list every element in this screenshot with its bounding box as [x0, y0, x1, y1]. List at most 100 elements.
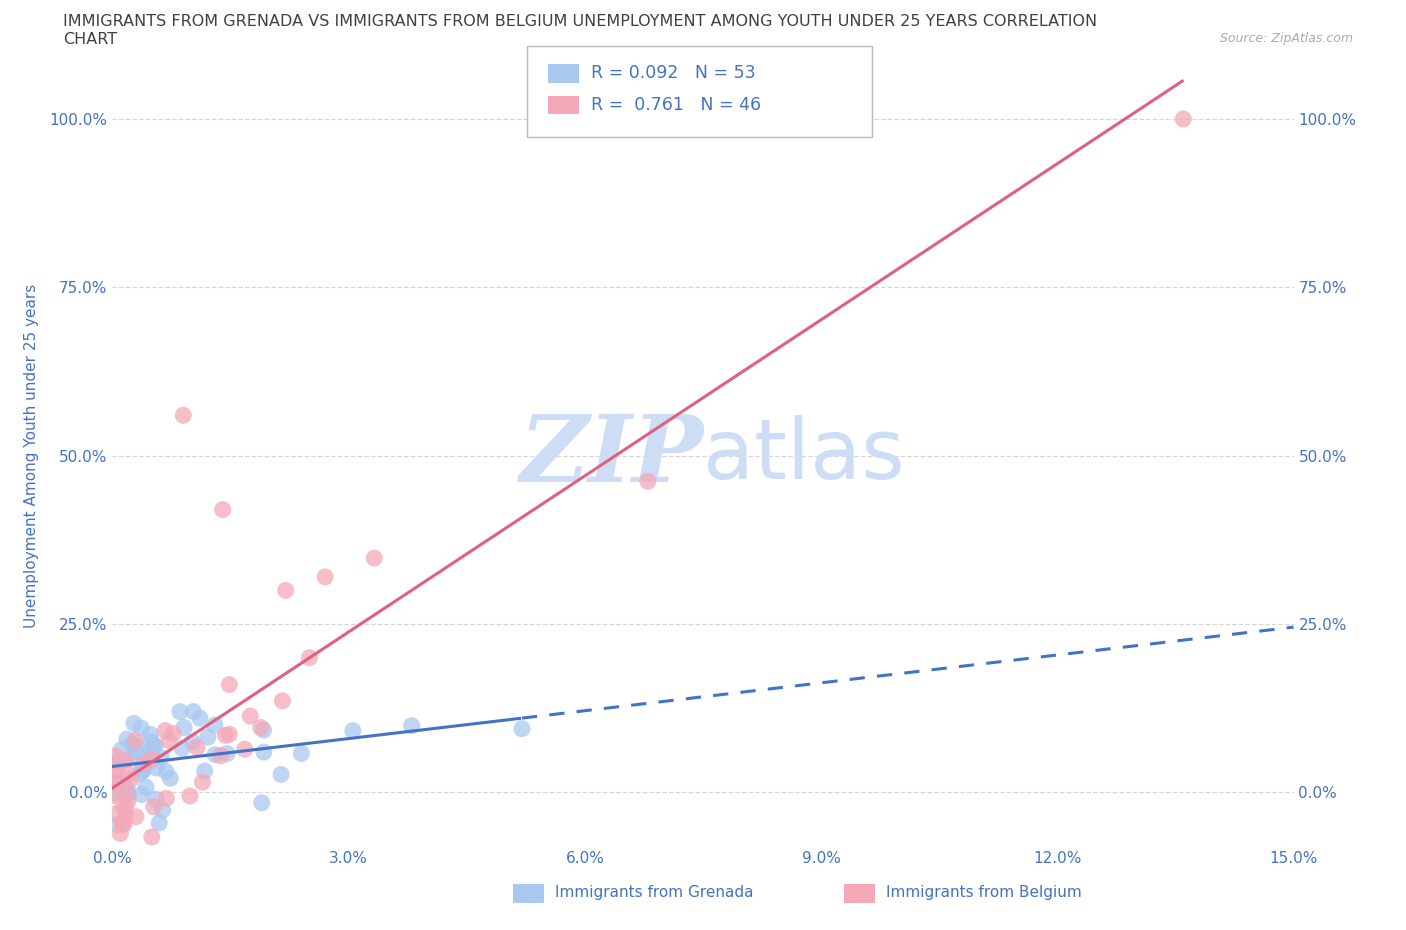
Point	[131, 787, 153, 802]
Point	[148, 816, 170, 830]
Point	[142, 737, 165, 752]
Text: atlas: atlas	[703, 415, 904, 497]
Point	[169, 704, 191, 719]
Point	[139, 754, 162, 769]
Text: Immigrants from Grenada: Immigrants from Grenada	[555, 885, 754, 900]
Text: IMMIGRANTS FROM GRENADA VS IMMIGRANTS FROM BELGIUM UNEMPLOYMENT AMONG YOUTH UNDE: IMMIGRANTS FROM GRENADA VS IMMIGRANTS FR…	[63, 14, 1098, 29]
Point	[249, 720, 271, 735]
Point	[218, 677, 240, 692]
Point	[159, 771, 181, 786]
Point	[118, 787, 141, 802]
Point	[637, 473, 659, 488]
Point	[105, 776, 128, 790]
Point	[204, 718, 226, 733]
Point	[107, 817, 129, 832]
Point	[121, 751, 143, 765]
Text: ZIP: ZIP	[519, 411, 703, 500]
Point	[181, 735, 204, 750]
Point	[138, 749, 160, 764]
Point	[103, 765, 125, 780]
Point	[122, 716, 145, 731]
Point	[114, 752, 136, 767]
Point	[141, 744, 163, 759]
Point	[114, 801, 136, 816]
Point	[253, 745, 276, 760]
Point	[179, 789, 201, 804]
Point	[124, 733, 146, 748]
Point	[145, 791, 167, 806]
Point	[239, 709, 262, 724]
Text: Source: ZipAtlas.com: Source: ZipAtlas.com	[1219, 32, 1353, 45]
Point	[197, 730, 219, 745]
Point	[134, 756, 156, 771]
Point	[111, 817, 134, 831]
Point	[211, 502, 233, 517]
Point	[117, 783, 139, 798]
Point	[510, 722, 533, 737]
Point	[233, 742, 256, 757]
Text: R = 0.092   N = 53: R = 0.092 N = 53	[591, 64, 755, 83]
Point	[120, 772, 142, 787]
Point	[218, 727, 240, 742]
Point	[110, 826, 132, 841]
Point	[153, 724, 176, 738]
Point	[129, 721, 152, 736]
Point	[191, 775, 214, 790]
Point	[142, 799, 165, 814]
Point	[1173, 112, 1195, 126]
Point	[143, 738, 166, 753]
Point	[139, 727, 162, 742]
Point	[104, 749, 127, 764]
Point	[172, 408, 194, 423]
Point	[150, 751, 173, 765]
Point	[209, 749, 232, 764]
Point	[314, 569, 336, 584]
Point	[110, 742, 132, 757]
Point	[217, 746, 239, 761]
Point	[101, 788, 124, 803]
Point	[141, 747, 163, 762]
Point	[271, 694, 294, 709]
Point	[131, 764, 153, 778]
Y-axis label: Unemployment Among Youth under 25 years: Unemployment Among Youth under 25 years	[24, 284, 38, 628]
Point	[188, 711, 211, 725]
Point	[186, 740, 208, 755]
Point	[214, 728, 236, 743]
Point	[103, 785, 125, 800]
Point	[183, 704, 205, 719]
Point	[145, 761, 167, 776]
Point	[135, 780, 157, 795]
Point	[290, 746, 312, 761]
Point	[155, 764, 177, 779]
Point	[117, 766, 139, 781]
Point	[274, 583, 297, 598]
Point	[141, 830, 163, 844]
Point	[250, 795, 273, 810]
Point	[121, 737, 143, 751]
Point	[105, 763, 128, 777]
Point	[204, 747, 226, 762]
Point	[112, 817, 135, 831]
Point	[104, 775, 127, 790]
Point	[270, 767, 292, 782]
Point	[111, 798, 134, 813]
Text: Immigrants from Belgium: Immigrants from Belgium	[886, 885, 1081, 900]
Point	[252, 723, 274, 737]
Point	[157, 734, 180, 749]
Point	[114, 783, 136, 798]
Text: CHART: CHART	[63, 32, 117, 46]
Point	[155, 790, 177, 805]
Point	[129, 766, 152, 781]
Text: R =  0.761   N = 46: R = 0.761 N = 46	[591, 96, 761, 114]
Point	[152, 803, 174, 817]
Point	[114, 808, 136, 823]
Point	[125, 738, 148, 753]
Point	[141, 751, 163, 766]
Point	[173, 720, 195, 735]
Point	[104, 806, 127, 821]
Point	[117, 793, 139, 808]
Point	[172, 741, 194, 756]
Point	[141, 735, 163, 750]
Point	[125, 809, 148, 824]
Point	[298, 650, 321, 665]
